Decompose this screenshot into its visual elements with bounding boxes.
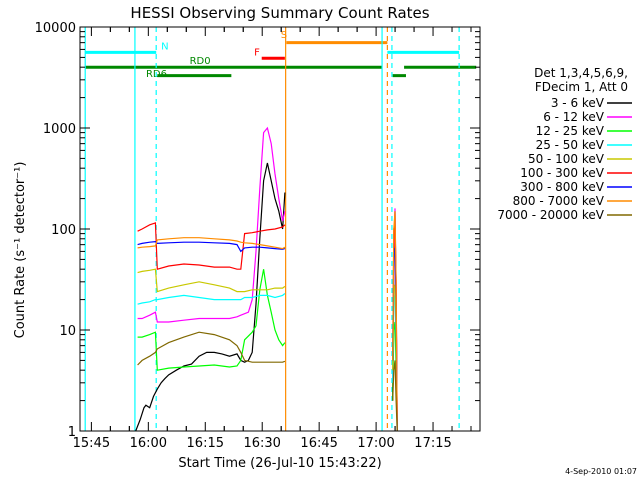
x-tick-label: 16:30 — [243, 436, 280, 451]
legend-entry-label: 50 - 100 keV — [528, 152, 605, 166]
x-tick-label: 16:15 — [187, 436, 224, 451]
y-tick-label: 1 — [68, 425, 76, 440]
series-lines — [135, 126, 398, 431]
x-axis-label: Start Time (26-Jul-10 15:43:22) — [178, 456, 381, 471]
y-tick-label: 10 — [59, 324, 76, 339]
y-axis-label: Count Rate (s⁻¹ detector⁻¹) — [13, 162, 28, 339]
series-line — [137, 240, 286, 253]
legend-entry-label: 100 - 300 keV — [520, 166, 604, 180]
x-tick-label: 17:15 — [414, 436, 451, 451]
series-line — [137, 222, 286, 270]
legend-entry-label: 800 - 7000 keV — [513, 194, 605, 208]
status-bar-label: F — [254, 48, 260, 59]
y-tick-label: 1000 — [43, 122, 76, 137]
series-line-second-pass — [392, 211, 398, 431]
legend-entry-label: 25 - 50 keV — [536, 138, 605, 152]
y-axis-ticks: 1 10 100 1000 10000 — [35, 21, 480, 440]
series-line — [137, 269, 286, 371]
y-tick-label: 100 — [51, 223, 76, 238]
legend: Det 1,3,4,5,6,9,FDecim 1, Att 0 3 - 6 keV… — [497, 66, 632, 222]
series-line — [137, 237, 286, 250]
legend-entry-label: 300 - 800 keV — [520, 180, 604, 194]
x-tick-label: 16:00 — [130, 436, 167, 451]
series-line — [137, 331, 286, 366]
series-line — [137, 126, 286, 323]
x-axis-ticks: 15:45 16:00 16:15 16:30 16:45 17:00 17:15 — [73, 27, 472, 451]
series-line — [137, 293, 286, 305]
date-stamp: 4-Sep-2010 01:07 — [565, 467, 637, 476]
legend-entry-label: 6 - 12 keV — [543, 110, 605, 124]
x-tick-label: 15:45 — [73, 436, 110, 451]
series-line-second-pass — [392, 360, 398, 431]
legend-entry-label: 7000 - 20000 keV — [497, 208, 604, 222]
legend-entry-label: 3 - 6 keV — [551, 96, 605, 110]
series-line — [137, 268, 286, 293]
chart-title: HESSI Observing Summary Count Rates — [130, 4, 429, 22]
legend-title-line: Det 1,3,4,5,6,9, — [534, 66, 628, 80]
status-bar-label: N — [161, 41, 168, 52]
legend-title-line: FDecim 1, Att 0 — [535, 80, 628, 94]
legend-entry-label: 12 - 25 keV — [536, 124, 605, 138]
plot-frame — [79, 26, 481, 432]
status-bar-label: S — [281, 30, 287, 41]
y-tick-label: 10000 — [35, 21, 76, 36]
x-tick-label: 16:45 — [300, 436, 337, 451]
series-line — [135, 162, 286, 431]
x-tick-label: 17:00 — [357, 436, 394, 451]
status-bars: NSFRD0RD6 — [85, 30, 477, 80]
status-bar-label: RD0 — [190, 56, 211, 67]
